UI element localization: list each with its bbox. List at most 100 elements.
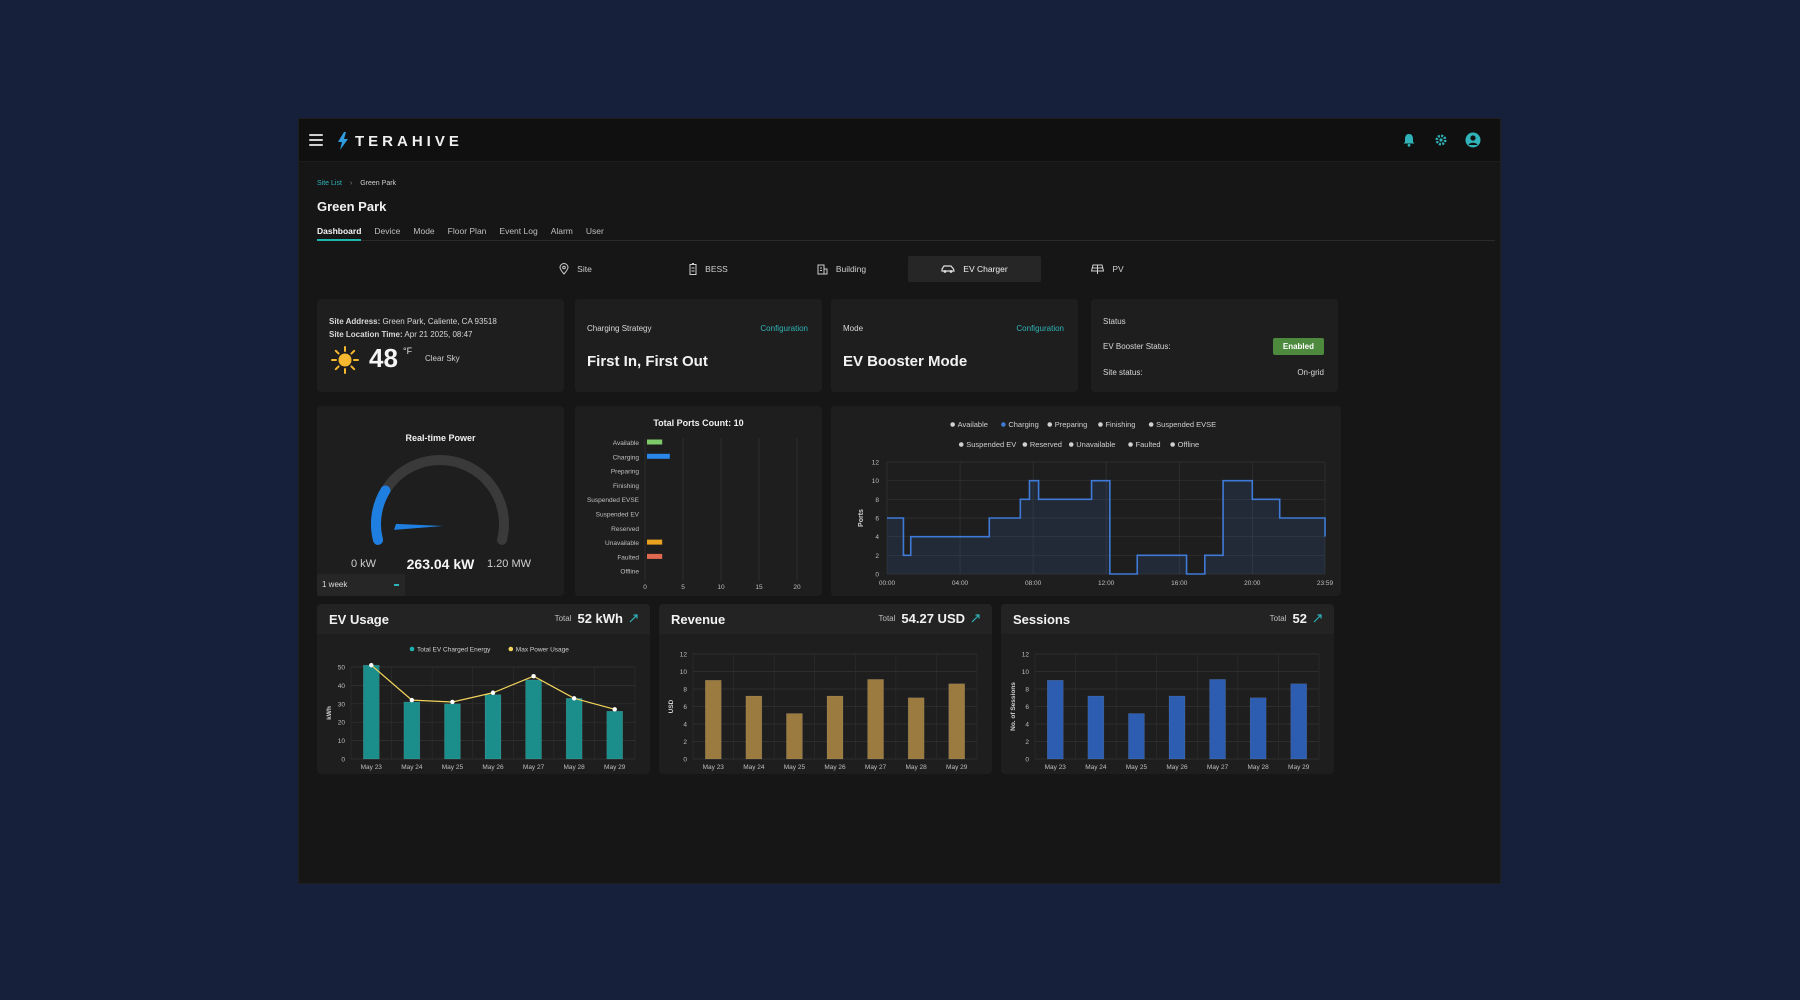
breadcrumb-parent[interactable]: Site List (317, 180, 342, 187)
expand-icon[interactable] (1313, 614, 1322, 623)
main-tabs: Dashboard Device Mode Floor Plan Event L… (317, 226, 1495, 241)
ev-booster-status-badge[interactable]: Enabled (1272, 338, 1324, 355)
revenueChart-bar (907, 697, 925, 760)
usageChart-bar (403, 701, 421, 760)
ports-x-tick: 5 (681, 584, 685, 591)
sessionsChart-bar (1087, 695, 1105, 760)
tab-user[interactable]: User (585, 226, 604, 236)
sessionsChart-bar (1047, 680, 1064, 760)
subtab-ev-charger[interactable]: EV Charger (908, 256, 1041, 282)
subtab-site[interactable]: Site (509, 256, 642, 282)
step-legend-dot (1170, 442, 1175, 447)
step-legend-label: Suspended EV (966, 440, 1016, 449)
time-range-select[interactable]: 1 week (317, 574, 405, 596)
tab-dashboard[interactable]: Dashboard (317, 226, 362, 241)
usageChart-bar (525, 679, 542, 760)
subtab-pv[interactable]: PV (1041, 256, 1174, 282)
site-time-label: Site Location Time: (329, 330, 403, 339)
step-x-tick: 00:00 (879, 580, 896, 587)
sessions-total-label: Total (1269, 614, 1287, 623)
charging-strategy-card: Charging Strategy Configuration First In… (575, 299, 822, 392)
step-y-tick: 10 (872, 478, 880, 485)
sessions-chart: 0 2 4 6 8 10 12 No. of Sessions May 23 May 24 May … (1010, 652, 1320, 771)
step-legend-dot (958, 442, 964, 447)
ev-usage-card: EV Usage Total 52 kWh 0 10 20 30 40 50 kWh May … (317, 604, 650, 774)
sessionsChart-bar (1128, 713, 1145, 760)
expand-icon[interactable] (629, 614, 638, 623)
ports-category-label: Faulted (617, 554, 639, 561)
mode-value: EV Booster Mode (843, 353, 968, 370)
sessionsChart-y-tick: 2 (1025, 739, 1029, 746)
step-x-tick: 08:00 (1025, 580, 1042, 587)
ports-x-tick: 15 (755, 584, 763, 591)
ports-category-label: Reserved (611, 526, 639, 533)
tab-event-log[interactable]: Event Log (499, 226, 538, 236)
step-area (887, 480, 1325, 574)
usageChart-bar (484, 694, 502, 760)
revenueChart-x-tick: May 24 (743, 764, 765, 771)
gear-icon[interactable] (1430, 129, 1452, 151)
ports-category-label: Suspended EVSE (587, 497, 640, 504)
usageChart-legend-dot (409, 646, 415, 652)
subtab-bess[interactable]: BESS (642, 256, 775, 282)
step-legend-label: Offline (1178, 440, 1200, 449)
tab-floor-plan[interactable]: Floor Plan (447, 226, 487, 236)
usageChart-line-point (612, 707, 617, 712)
charging-strategy-label: Charging Strategy (587, 324, 652, 333)
revenueChart-x-tick: May 26 (824, 764, 846, 771)
realtime-power-card: Real-time Power 0 kW 263.04 kW 1.20 MW (317, 406, 564, 596)
mode-card: Mode Configuration EV Booster Mode (831, 299, 1078, 392)
tab-alarm[interactable]: Alarm (550, 226, 573, 236)
subtab-building[interactable]: Building (775, 256, 908, 282)
sessionsChart-bar (1168, 695, 1186, 760)
tab-mode[interactable]: Mode (413, 226, 435, 236)
ports-step-chart: Available Charging Preparing Finishing Suspe… (858, 420, 1334, 587)
ports-category-label: Offline (620, 569, 639, 576)
site-address-label: Site Address: (329, 317, 381, 326)
bell-icon[interactable] (1398, 129, 1420, 151)
menu-icon[interactable] (307, 131, 325, 149)
usageChart-bar (606, 710, 623, 760)
gauge-needle (394, 523, 443, 530)
step-legend-dot (1098, 422, 1103, 427)
ev-usage-total: 52 kWh (577, 611, 623, 626)
revenueChart-y-tick: 2 (683, 739, 687, 746)
step-y-label: Ports (858, 509, 865, 527)
expand-icon[interactable] (971, 614, 980, 623)
usageChart-x-tick: May 27 (523, 764, 545, 771)
sessionsChart-y-tick: 12 (1022, 652, 1030, 659)
sessionsChart-y-tick: 4 (1025, 722, 1029, 729)
sessionsChart-y-tick: 8 (1025, 687, 1029, 694)
ports-category-label: Charging (613, 454, 640, 461)
subtab-ev-charger-label: EV Charger (963, 264, 1008, 274)
mode-label: Mode (843, 324, 864, 333)
step-legend-label: Finishing (1105, 420, 1135, 429)
ports-timeline-card: Available Charging Preparing Finishing Suspe… (831, 406, 1341, 596)
mode-configuration-link[interactable]: Configuration (1016, 324, 1064, 333)
strategy-configuration-link[interactable]: Configuration (760, 324, 808, 333)
weather-condition: Clear Sky (425, 354, 460, 363)
revenue-total-label: Total (878, 614, 896, 623)
revenue-total: 54.27 USD (901, 611, 965, 626)
tab-device[interactable]: Device (374, 226, 401, 236)
logo[interactable]: TERAHIVE (337, 130, 463, 152)
sessions-title: Sessions (1013, 612, 1071, 627)
step-x-tick: 20:00 (1244, 580, 1261, 587)
revenueChart-y-tick: 0 (683, 757, 687, 764)
ev-usage-chart: 0 10 20 30 40 50 kWh May 23 May 24 May 25 May 26 Ma… (326, 646, 636, 771)
site-time: Apr 21 2025, 08:47 (404, 330, 473, 339)
step-y-tick: 0 (875, 572, 879, 579)
ports-x-tick: 0 (643, 584, 647, 591)
usageChart-y-tick: 30 (338, 701, 346, 708)
sessionsChart-y-tick: 6 (1025, 704, 1029, 711)
solar-panel-icon (1091, 264, 1105, 274)
step-y-tick: 8 (875, 497, 879, 504)
revenueChart-y-tick: 8 (683, 687, 687, 694)
revenueChart-bar (745, 695, 763, 760)
revenueChart-y-tick: 6 (683, 704, 687, 711)
revenueChart-x-tick: May 29 (946, 764, 968, 771)
user-avatar-icon[interactable] (1462, 129, 1484, 151)
sessionsChart-x-tick: May 24 (1085, 764, 1107, 771)
revenueChart-x-tick: May 27 (865, 764, 887, 771)
ev-car-icon (941, 265, 956, 273)
